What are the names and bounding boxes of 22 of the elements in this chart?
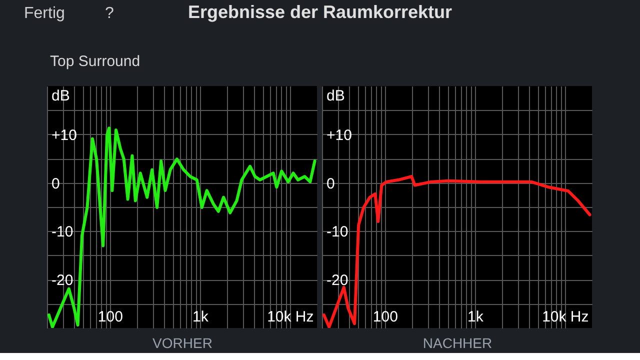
x-tick-label: 10k Hz [267, 308, 314, 326]
x-tick-label: 1k [467, 308, 484, 326]
x-tick-label: 100 [98, 308, 123, 326]
y-axis-title: dB [326, 88, 345, 104]
x-tick-label: 10k Hz [542, 308, 589, 326]
y-axis-title: dB [52, 88, 70, 104]
y-tick-label: 0 [52, 175, 60, 192]
x-axis-title: NACHHER [422, 335, 492, 351]
text: ? [105, 5, 114, 22]
y-tick-label: -20 [52, 272, 74, 290]
text: Fertig [24, 5, 65, 22]
x-axis-title: VORHER [152, 335, 212, 351]
x-tick-label: 1k [192, 308, 209, 326]
y-tick-label: -20 [326, 272, 348, 290]
y-tick-label: +10 [52, 126, 77, 144]
y-tick-label: 0 [326, 175, 335, 192]
y-tick-label: -10 [326, 224, 348, 241]
y-tick-label: +10 [326, 126, 352, 144]
chart-subtitle: Top Surround [50, 53, 140, 70]
chart-title: Ergebnisse der Raumkorrektur [188, 2, 452, 22]
x-tick-label: 100 [372, 308, 398, 326]
y-tick-label: -10 [52, 224, 74, 241]
